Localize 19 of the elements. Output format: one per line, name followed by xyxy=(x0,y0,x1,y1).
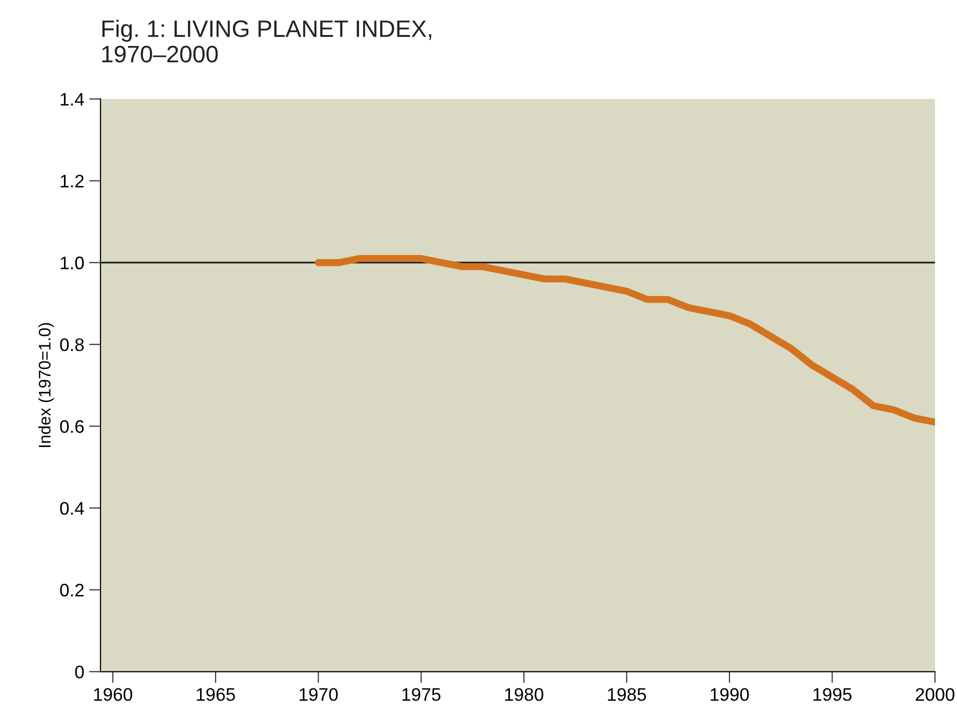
y-tick-label: 1.2 xyxy=(60,174,84,188)
x-tick-label: 1995 xyxy=(814,688,852,701)
y-tick-label: 0.2 xyxy=(60,584,84,597)
y-tick-label: 0.4 xyxy=(60,502,84,515)
x-tick-label: 1980 xyxy=(505,688,544,701)
x-tick-label: 1975 xyxy=(402,688,440,701)
y-tick-label: 0.8 xyxy=(60,338,84,352)
x-tick-label: 1990 xyxy=(710,688,749,701)
chart-title: Fig. 1: LIVING PLANET INDEX, 1970–2000 xyxy=(102,20,432,62)
x-tick-label: 2000 xyxy=(916,688,954,701)
y-tick-label: 0.6 xyxy=(60,420,84,433)
y-tick-label: 1.0 xyxy=(60,256,84,270)
x-tick-label: 1965 xyxy=(196,688,235,701)
x-tick-label: 1985 xyxy=(608,688,646,701)
y-tick-label: 1.4 xyxy=(60,93,84,106)
x-tick-label: 1970 xyxy=(300,688,338,701)
y-axis-title: Index (1970=1.0) xyxy=(38,323,54,448)
x-tick-label: 1960 xyxy=(94,688,132,701)
y-tick-label: 0 xyxy=(75,666,84,678)
